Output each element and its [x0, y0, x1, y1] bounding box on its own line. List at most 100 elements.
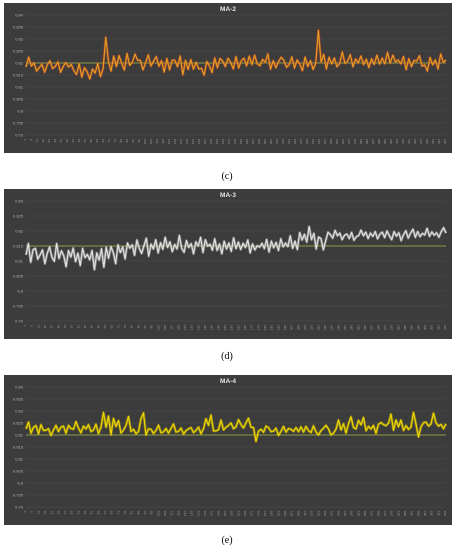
x-tick-label: 276: [353, 139, 357, 144]
x-tick-label: 106: [163, 511, 167, 516]
x-tick-label: 211: [303, 511, 307, 516]
x-tick-label: 276: [390, 511, 394, 516]
x-tick-label: 111: [170, 325, 174, 330]
x-tick-label: 21: [50, 511, 54, 515]
y-tick-label: 0.815: [13, 243, 24, 248]
x-tick-label: 126: [190, 325, 194, 330]
x-tick-label: 251: [323, 139, 327, 144]
x-tick-label: 271: [347, 139, 351, 144]
x-tick-label: 161: [236, 511, 240, 516]
x-tick-label: 96: [150, 325, 154, 329]
x-tick-label: 286: [365, 139, 369, 144]
x-tick-label: 321: [407, 139, 411, 144]
x-tick-label: 171: [227, 139, 231, 144]
x-tick-label: 216: [310, 511, 314, 516]
x-tick-label: 96: [150, 511, 154, 515]
x-tick-label: 181: [263, 325, 267, 330]
x-tick-label: 81: [119, 139, 123, 143]
x-tick-label: 186: [270, 325, 274, 330]
x-tick-label: 306: [389, 139, 393, 144]
x-tick-label: 101: [156, 325, 160, 330]
x-tick-label: 201: [263, 139, 267, 144]
x-tick-label: 336: [425, 139, 429, 144]
x-tick-label: 111: [170, 511, 174, 516]
x-tick-label: 146: [197, 139, 201, 144]
x-tick-label: 256: [329, 139, 333, 144]
y-tick-label: 0.81: [15, 84, 24, 89]
series-line: [25, 29, 447, 80]
x-tick-label: 181: [239, 139, 243, 144]
x-tick-label: 246: [350, 511, 354, 516]
y-tick-label: 0.83: [15, 408, 24, 413]
x-tick-label: 56: [89, 139, 93, 143]
x-tick-label: 236: [336, 325, 340, 330]
x-tick-label: 296: [377, 139, 381, 144]
x-tick-label: 141: [191, 139, 195, 144]
x-tick-label: 1: [23, 325, 27, 327]
y-tick-label: 0.83: [15, 198, 24, 203]
x-tick-label: 81: [130, 325, 134, 329]
x-tick-label: 136: [203, 511, 207, 516]
y-tick-label: 0.795: [13, 303, 24, 308]
x-tick-label: 206: [269, 139, 273, 144]
y-tick-label: 0.805: [13, 96, 24, 101]
x-tick-label: 146: [216, 511, 220, 516]
x-tick-label: 291: [371, 139, 375, 144]
x-tick-label: 131: [196, 511, 200, 516]
x-tick-label: 346: [437, 139, 441, 144]
x-tick-label: 61: [95, 139, 99, 143]
x-tick-label: 231: [330, 325, 334, 330]
x-tick-label: 296: [416, 511, 420, 516]
x-tick-label: 141: [210, 511, 214, 516]
x-tick-label: 116: [161, 139, 165, 144]
x-tick-label: 236: [336, 511, 340, 516]
x-tick-label: 91: [143, 325, 147, 329]
x-tick-label: 66: [110, 511, 114, 515]
x-tick-label: 111: [155, 139, 159, 144]
x-tick-label: 191: [276, 511, 280, 516]
x-tick-label: 46: [77, 139, 81, 143]
y-tick-label: 0.79: [15, 318, 24, 323]
x-tick-label: 21: [47, 139, 51, 143]
y-tick-label: 0.84: [15, 12, 24, 17]
x-tick-label: 66: [110, 325, 114, 329]
x-tick-label: 116: [176, 511, 180, 516]
x-tick-label: 266: [376, 511, 380, 516]
x-tick-label: 256: [363, 325, 367, 330]
x-tick-label: 216: [281, 139, 285, 144]
x-tick-label: 206: [296, 325, 300, 330]
x-tick-label: 166: [221, 139, 225, 144]
x-tick-label: 131: [179, 139, 183, 144]
caption-c: (c): [221, 171, 233, 182]
x-tick-label: 311: [395, 139, 399, 144]
x-tick-label: 301: [423, 511, 427, 516]
x-tick-label: 286: [403, 325, 407, 330]
x-tick-label: 26: [53, 139, 57, 143]
x-tick-label: 101: [156, 511, 160, 516]
x-tick-label: 246: [317, 139, 321, 144]
x-tick-label: 256: [363, 511, 367, 516]
x-tick-label: 231: [330, 511, 334, 516]
x-tick-label: 126: [190, 511, 194, 516]
y-tick-label: 0.8: [17, 288, 23, 293]
x-tick-label: 151: [223, 325, 227, 330]
x-tick-label: 306: [430, 325, 434, 330]
y-tick-label: 0.815: [13, 72, 24, 77]
x-tick-label: 246: [350, 325, 354, 330]
x-tick-label: 276: [390, 325, 394, 330]
x-tick-label: 296: [416, 325, 420, 330]
x-tick-label: 166: [243, 511, 247, 516]
x-tick-label: 6: [29, 139, 33, 141]
x-tick-label: 116: [176, 325, 180, 330]
chart-ma3: MA-3 0.83 0.825 0.82 0.815 0.81 0.805 0.8 0.795 0…: [13, 192, 448, 330]
y-tick-label: 0.805: [13, 468, 24, 473]
x-tick-label: 266: [376, 325, 380, 330]
x-tick-label: 281: [359, 139, 363, 144]
x-tick-label: 56: [96, 511, 100, 515]
x-tick-label: 191: [276, 325, 280, 330]
x-tick-label: 221: [316, 325, 320, 330]
y-tick-label: 0.84: [15, 384, 24, 389]
y-tick-label: 0.8: [17, 108, 23, 113]
series-line-glow: [24, 28, 447, 81]
x-tick-label: 76: [123, 325, 127, 329]
